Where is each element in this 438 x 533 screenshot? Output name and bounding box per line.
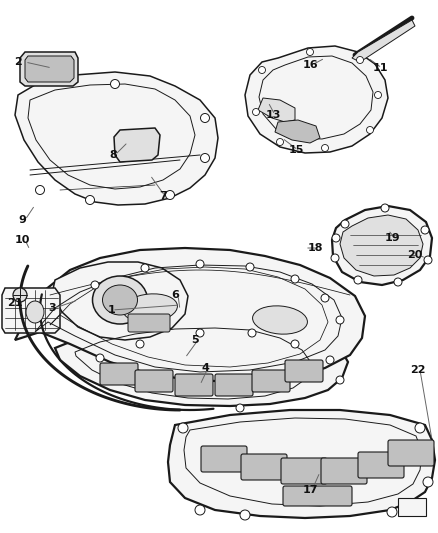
FancyBboxPatch shape [281, 458, 327, 484]
Circle shape [141, 264, 149, 272]
Circle shape [258, 67, 265, 74]
FancyBboxPatch shape [285, 360, 323, 382]
Circle shape [321, 294, 329, 302]
Text: 1: 1 [108, 305, 116, 315]
Text: 17: 17 [302, 485, 318, 495]
Polygon shape [2, 288, 60, 333]
Circle shape [196, 260, 204, 268]
FancyBboxPatch shape [100, 363, 138, 385]
Circle shape [246, 263, 254, 271]
Circle shape [85, 196, 95, 205]
Circle shape [91, 281, 99, 289]
Polygon shape [20, 52, 78, 86]
Text: 5: 5 [191, 335, 199, 345]
Polygon shape [25, 56, 74, 82]
Circle shape [35, 185, 45, 195]
Ellipse shape [102, 285, 138, 315]
Circle shape [354, 276, 362, 284]
Ellipse shape [26, 301, 44, 323]
Circle shape [195, 505, 205, 515]
Circle shape [332, 234, 340, 242]
Text: 16: 16 [302, 60, 318, 70]
Circle shape [248, 329, 256, 337]
Circle shape [341, 220, 349, 228]
Circle shape [110, 79, 120, 88]
Polygon shape [332, 206, 432, 285]
Circle shape [236, 404, 244, 412]
Circle shape [307, 49, 314, 55]
Text: 4: 4 [201, 363, 209, 373]
Polygon shape [340, 215, 423, 276]
Circle shape [321, 144, 328, 151]
FancyBboxPatch shape [175, 374, 213, 396]
Circle shape [423, 477, 433, 487]
Circle shape [415, 423, 425, 433]
Text: 7: 7 [159, 191, 167, 201]
Circle shape [331, 254, 339, 262]
Circle shape [201, 154, 209, 163]
Circle shape [196, 329, 204, 337]
Circle shape [291, 275, 299, 283]
FancyBboxPatch shape [241, 454, 287, 480]
FancyBboxPatch shape [128, 314, 170, 332]
Text: 18: 18 [307, 243, 323, 253]
Ellipse shape [123, 294, 177, 322]
Circle shape [96, 354, 104, 362]
Circle shape [240, 510, 250, 520]
Circle shape [381, 204, 389, 212]
Text: 6: 6 [171, 290, 179, 300]
Circle shape [166, 190, 174, 199]
Ellipse shape [253, 306, 307, 334]
FancyBboxPatch shape [283, 486, 352, 506]
FancyBboxPatch shape [388, 440, 434, 466]
Circle shape [374, 92, 381, 99]
Text: 3: 3 [48, 303, 56, 313]
FancyBboxPatch shape [215, 374, 253, 396]
Ellipse shape [92, 276, 148, 324]
Text: 9: 9 [18, 215, 26, 225]
Circle shape [387, 507, 397, 517]
Polygon shape [52, 262, 188, 340]
Circle shape [252, 109, 259, 116]
Text: 10: 10 [14, 235, 30, 245]
Polygon shape [55, 320, 348, 406]
FancyBboxPatch shape [358, 452, 404, 478]
FancyBboxPatch shape [398, 498, 426, 516]
Circle shape [421, 226, 429, 234]
Text: 20: 20 [407, 250, 423, 260]
Circle shape [201, 114, 209, 123]
Text: 19: 19 [385, 233, 401, 243]
Circle shape [276, 139, 283, 146]
FancyBboxPatch shape [135, 370, 173, 392]
Circle shape [394, 278, 402, 286]
FancyBboxPatch shape [321, 458, 367, 484]
Text: 13: 13 [265, 110, 281, 120]
Text: 11: 11 [372, 63, 388, 73]
Text: 22: 22 [410, 365, 426, 375]
Polygon shape [15, 248, 365, 382]
Circle shape [136, 340, 144, 348]
Circle shape [178, 423, 188, 433]
Polygon shape [168, 410, 435, 518]
Circle shape [326, 356, 334, 364]
FancyBboxPatch shape [201, 446, 247, 472]
Circle shape [336, 316, 344, 324]
Polygon shape [114, 128, 160, 162]
Text: 21: 21 [7, 298, 23, 308]
Circle shape [336, 376, 344, 384]
Circle shape [13, 288, 27, 302]
FancyBboxPatch shape [252, 370, 290, 392]
Polygon shape [245, 46, 388, 153]
Circle shape [367, 126, 374, 133]
Polygon shape [352, 20, 415, 62]
Text: 8: 8 [109, 150, 117, 160]
Circle shape [357, 56, 364, 63]
Polygon shape [258, 98, 295, 122]
Circle shape [424, 256, 432, 264]
Polygon shape [15, 72, 218, 205]
Circle shape [291, 340, 299, 348]
Text: 2: 2 [14, 57, 22, 67]
Text: 15: 15 [288, 145, 304, 155]
Polygon shape [275, 120, 320, 143]
